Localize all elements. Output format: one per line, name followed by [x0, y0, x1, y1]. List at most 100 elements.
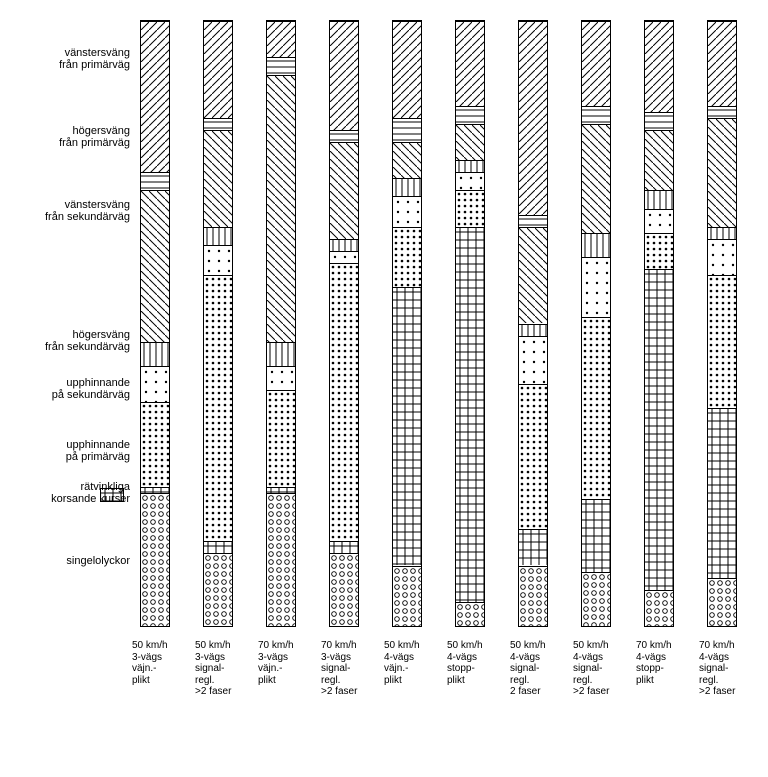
bar-segment [582, 21, 610, 106]
stacked-bar [707, 20, 737, 627]
bar-segment [645, 21, 673, 112]
bar-segment [582, 124, 610, 233]
x-axis-label: 50 km/h4-vägssignal-regl.2 faser [510, 640, 573, 698]
bar-segment [330, 142, 358, 239]
bar-segment [141, 21, 169, 172]
bar-segment [330, 130, 358, 142]
bar-segment [141, 402, 169, 487]
bar-segment [330, 553, 358, 626]
stacked-bar [644, 20, 674, 627]
bar-segment [330, 541, 358, 553]
bar-segment [141, 366, 169, 402]
bar-segment [141, 342, 169, 366]
bar-segment [393, 287, 421, 565]
x-axis-label: 50 km/h4-vägssignal-regl.>2 faser [573, 640, 636, 698]
bar-segment [519, 384, 547, 529]
bar-segment [519, 324, 547, 336]
legend-label: vänstersvängfrån primärväg [0, 47, 130, 72]
bar-segment [267, 390, 295, 487]
legend-swatch [100, 488, 124, 502]
bar-segment [393, 21, 421, 118]
bar-segment [330, 251, 358, 263]
bar-segment [708, 118, 736, 227]
bar-segment [645, 233, 673, 269]
bar-segment [393, 142, 421, 178]
bar-segment [519, 336, 547, 384]
bar-segment [204, 553, 232, 626]
bar-segment [519, 566, 547, 627]
bar-segment [645, 112, 673, 130]
bar-segment [645, 269, 673, 590]
bar-segment [204, 21, 232, 118]
bar-segment [645, 190, 673, 208]
bar-segment [645, 590, 673, 626]
legend-label: högersvängfrån primärväg [0, 125, 130, 150]
bar-segment [645, 209, 673, 233]
bar-segment [330, 263, 358, 541]
bar-segment [456, 227, 484, 602]
bar-segment [204, 275, 232, 541]
bar-segment [519, 215, 547, 227]
bar-segment [141, 172, 169, 190]
bar-segment [456, 106, 484, 124]
bar-segment [330, 239, 358, 251]
bar-segment [456, 160, 484, 172]
x-axis-label: 70 km/h3-vägsväjn.-plikt [258, 640, 321, 686]
bar-segment [582, 499, 610, 572]
bar-segment [456, 21, 484, 106]
bar-segment [204, 130, 232, 227]
x-axis-label: 50 km/h4-vägsstopp-plikt [447, 640, 510, 686]
bar-segment [204, 245, 232, 275]
bar-segment [708, 408, 736, 577]
stacked-bar [455, 20, 485, 627]
stacked-bar [329, 20, 359, 627]
bar-segment [708, 578, 736, 626]
bar-segment [519, 227, 547, 324]
bar-segment [456, 124, 484, 160]
bar-segment [645, 130, 673, 191]
bar-segment [708, 275, 736, 408]
bar-segment [393, 227, 421, 288]
x-axis-label: 70 km/h3-vägssignal-regl.>2 faser [321, 640, 384, 698]
stacked-bar [518, 20, 548, 627]
bar-segment [456, 602, 484, 626]
bar-segment [582, 317, 610, 499]
bar-segment [267, 21, 295, 57]
legend-label: upphinnandepå primärväg [0, 439, 130, 464]
x-axis-label: 50 km/h4-vägsväjn.-plikt [384, 640, 447, 686]
bar-segment [267, 342, 295, 366]
x-axis-label: 50 km/h3-vägsväjn.-plikt [132, 640, 195, 686]
stacked-bar [581, 20, 611, 627]
bar-segment [267, 75, 295, 341]
bar-segment [708, 227, 736, 239]
bar-segment [204, 541, 232, 553]
bar-segment [204, 227, 232, 245]
legend-label: högersvängfrån sekundärväg [0, 329, 130, 354]
x-axis-label: 70 km/h4-vägssignal-regl.>2 faser [699, 640, 762, 698]
bar-segment [582, 233, 610, 257]
bar-segment [456, 172, 484, 190]
x-axis-label: 70 km/h4-vägsstopp-plikt [636, 640, 699, 686]
bar-segment [267, 493, 295, 626]
bar-segment [708, 239, 736, 275]
bar-segment [393, 118, 421, 142]
bar-segment [519, 21, 547, 215]
legend-label: singelolyckor [0, 555, 130, 568]
bar-segment [456, 190, 484, 226]
stacked-bar [203, 20, 233, 627]
bar-segment [708, 21, 736, 106]
bar-segment [393, 566, 421, 627]
stacked-bar [392, 20, 422, 627]
bar-segment [393, 196, 421, 226]
bar-segment [582, 106, 610, 124]
bar-segment [267, 366, 295, 390]
bar-segment [141, 190, 169, 341]
legend-label: vänstersvängfrån sekundärväg [0, 199, 130, 224]
bar-segment [582, 572, 610, 626]
bar-segment [582, 257, 610, 318]
legend-label: upphinnandepå sekundärväg [0, 377, 130, 402]
stacked-bar [140, 20, 170, 627]
x-axis-label: 50 km/h3-vägssignal-regl.>2 faser [195, 640, 258, 698]
bar-segment [204, 118, 232, 130]
bar-segment [519, 529, 547, 565]
